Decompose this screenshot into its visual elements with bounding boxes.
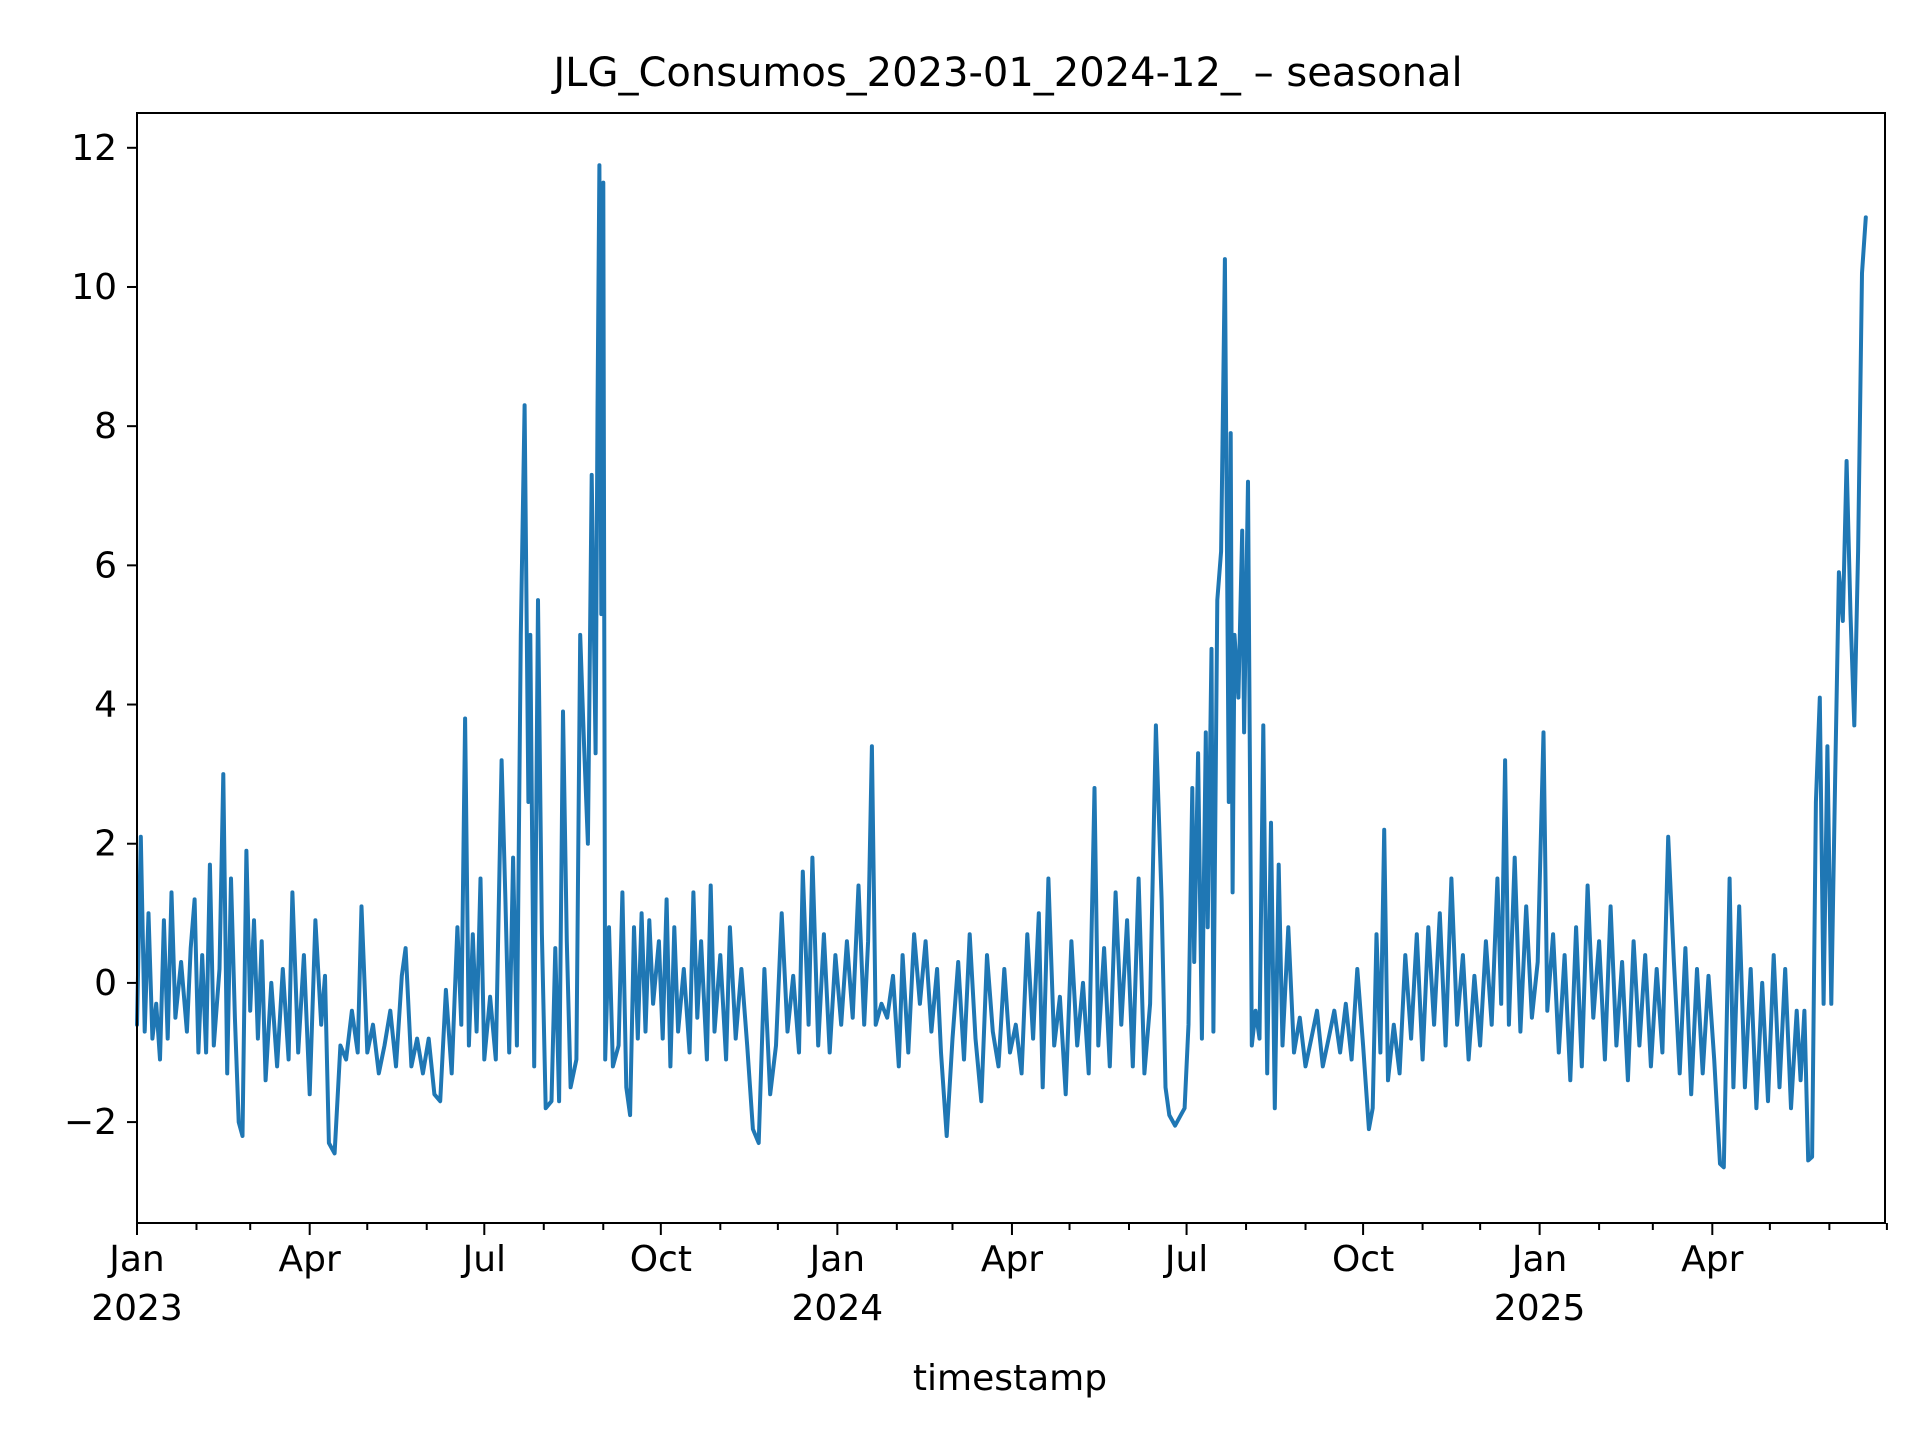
x-tick-label: Jan [107, 1239, 165, 1280]
x-tick-year-label: 2023 [91, 1288, 183, 1329]
y-tick-label: 12 [71, 128, 117, 169]
x-tick-label: Jan [1510, 1239, 1568, 1280]
x-tick-label: Jul [1163, 1239, 1208, 1280]
x-tick-label: Jan [808, 1239, 866, 1280]
y-tick-label: −2 [64, 1102, 117, 1143]
x-tick-label: Apr [279, 1239, 341, 1280]
x-tick-label: Apr [981, 1239, 1043, 1280]
x-tick-year-label: 2024 [792, 1288, 884, 1329]
x-tick-label: Jul [461, 1239, 506, 1280]
series-line [135, 163, 1868, 1170]
chart-title: JLG_Consumos_2023-01_2024-12_ – seasonal [550, 50, 1462, 96]
y-tick-label: 2 [94, 824, 117, 865]
x-axis-label: timestamp [913, 1358, 1107, 1399]
plot-area [135, 163, 1868, 1170]
x-tick-label: Apr [1681, 1239, 1743, 1280]
x-axis: Jan 2023 Apr Jul Oct Jan 2024 Apr Jul Oct Jan 2025 A… [91, 1223, 1888, 1329]
y-tick-label: 4 [94, 685, 117, 726]
y-tick-label: 10 [71, 267, 117, 308]
y-tick-label: 8 [94, 406, 117, 447]
y-tick-label: 0 [94, 963, 117, 1004]
y-tick-label: 6 [94, 545, 117, 586]
x-tick-year-label: 2025 [1494, 1288, 1586, 1329]
x-tick-label: Oct [1332, 1239, 1394, 1280]
y-axis: −2 0 2 4 6 8 10 12 [64, 128, 137, 1143]
x-tick-label: Oct [630, 1239, 692, 1280]
